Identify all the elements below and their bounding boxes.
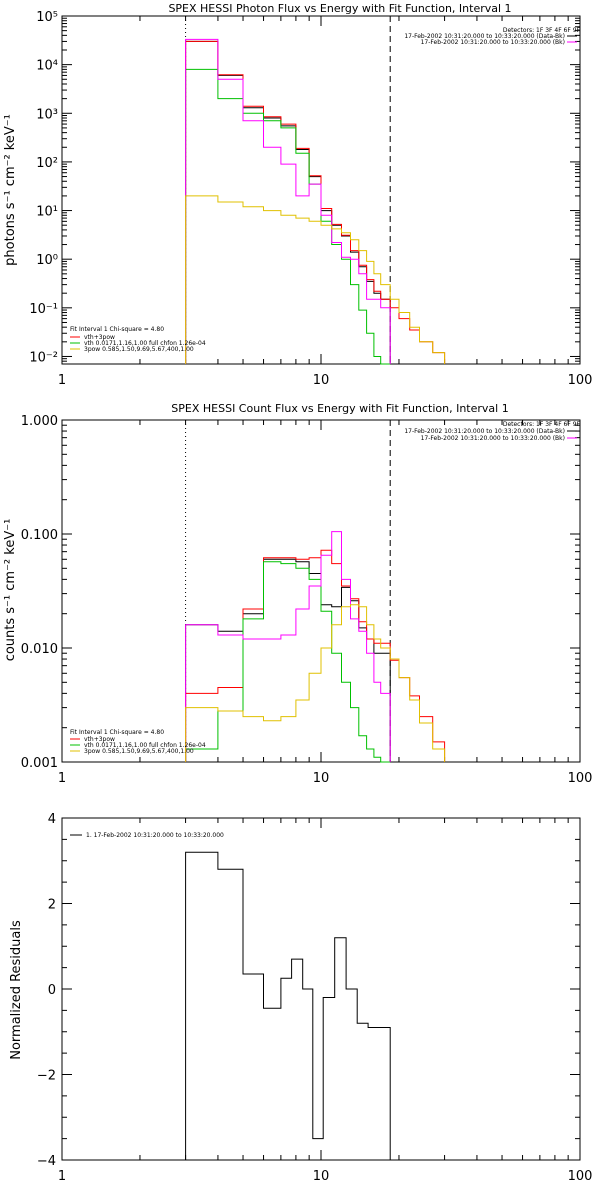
count-legend-top: Detectors: 1F 3F 4F 6F 9F 17-Feb-2002 10…	[404, 421, 580, 442]
count-series-0-line	[185, 558, 391, 762]
photon-series-0-line	[185, 40, 391, 364]
photon-legend-fit-interval: Fit Interval 1 Chi-square = 4.80	[70, 326, 164, 333]
residuals-y-tick-label: 0	[48, 983, 56, 998]
residuals-series-0-line	[185, 851, 391, 1160]
photon-series-2-line	[185, 68, 391, 365]
count-axis-ticks: 1 10 100 0.001 0.010 0.100 1.000	[21, 414, 593, 786]
count-series-4-line	[185, 604, 446, 762]
count-legend-data-bk: 17-Feb-2002 10:31:20.000 to 10:33:20.000…	[404, 428, 565, 435]
residuals-y-tick-label: −2	[37, 1069, 56, 1084]
count-flux-panel: SPEX HESSI Count Flux vs Energy with Fit…	[3, 402, 592, 786]
residuals-axes-box	[61, 817, 581, 1161]
count-legend-vth: vth 0.0171,1.16,1.00 full chfon 1.26e-04	[84, 742, 206, 749]
count-legend-total: vth+3pow	[84, 736, 115, 743]
photon-legend-bk: 17-Feb-2002 10:31:20.000 to 10:33:20.000…	[421, 39, 565, 46]
count-legend-fit-interval: Fit Interval 1 Chi-square = 4.80	[70, 729, 164, 736]
count-series-group	[185, 531, 446, 763]
count-series-3-line	[185, 531, 391, 762]
photon-fit-range-markers	[185, 16, 391, 364]
residuals-plot-frame	[61, 817, 581, 1161]
residuals-y-tick-label: 2	[48, 898, 56, 913]
residuals-x-tick-label: 1	[58, 1169, 66, 1184]
photon-y-tick-label: 10⁻¹	[29, 302, 58, 317]
photon-y-tick-label: 10⁵	[36, 10, 58, 25]
photon-chart-title: SPEX HESSI Photon Flux vs Energy with Fi…	[168, 2, 511, 15]
count-x-tick-label: 100	[568, 771, 593, 786]
photon-series-group	[185, 38, 446, 365]
photon-y-tick-label: 10¹	[36, 205, 58, 220]
residuals-panel: Normalized Residuals 1 10 100 −4 −2 0 2 4 1. 17…	[9, 812, 592, 1184]
count-legend-3pow: 3pow 0.585,1.50,9.69,5.67,400,1.00	[84, 748, 194, 755]
count-legend-bk: 17-Feb-2002 10:31:20.000 to 10:33:20.000…	[421, 435, 565, 442]
photon-y-axis-label: photons s⁻¹ cm⁻² keV⁻¹	[3, 114, 18, 266]
photon-y-tick-label: 10⁴	[36, 59, 58, 74]
residuals-legend-label: 1. 17-Feb-2002 10:31:20.000 to 10:33:20.…	[86, 832, 224, 839]
photon-series-4-line	[185, 195, 446, 364]
photon-axis-ticks: 1 10 100 10⁻² 10⁻¹ 10⁰ 10¹ 10² 10³ 10⁴ 10⁵	[29, 10, 592, 388]
count-x-tick-label: 10	[313, 771, 330, 786]
photon-y-tick-label: 10⁻²	[29, 350, 58, 365]
residuals-y-tick-label: 4	[48, 812, 56, 827]
residuals-y-tick-label: −4	[37, 1154, 56, 1169]
residuals-series-group	[185, 851, 391, 1160]
count-series-2-line	[185, 561, 391, 763]
residuals-y-axis-label: Normalized Residuals	[9, 920, 24, 1060]
count-y-tick-label: 0.100	[21, 528, 58, 543]
count-x-tick-label: 1	[58, 771, 66, 786]
count-y-tick-label: 0.001	[21, 756, 58, 771]
photon-y-tick-label: 10⁰	[36, 253, 58, 268]
photon-legend-detectors: Detectors: 1F 3F 4F 6F 9F	[503, 27, 581, 34]
photon-x-tick-label: 10	[313, 373, 330, 388]
count-y-tick-label: 1.000	[21, 414, 58, 429]
photon-series-1-line	[185, 40, 446, 364]
count-legend-detectors: Detectors: 1F 3F 4F 6F 9F	[503, 421, 581, 428]
photon-legend-3pow: 3pow 0.585,1.50,9.69,5.67,400,1.00	[84, 346, 194, 353]
photon-x-tick-label: 1	[58, 373, 66, 388]
photon-series-3-line	[185, 38, 391, 364]
residuals-x-tick-label: 100	[568, 1169, 593, 1184]
count-chart-title: SPEX HESSI Count Flux vs Energy with Fit…	[171, 402, 508, 415]
count-legend-bottom: Fit Interval 1 Chi-square = 4.80 vth+3po…	[70, 729, 206, 755]
count-fit-range-markers	[185, 420, 391, 762]
residuals-x-tick-label: 10	[313, 1169, 330, 1184]
count-series-1-line	[185, 549, 446, 762]
residuals-axis-ticks: 1 10 100 −4 −2 0 2 4	[37, 812, 593, 1184]
photon-y-tick-label: 10³	[36, 107, 58, 122]
photon-legend-bottom: Fit Interval 1 Chi-square = 4.80 vth+3po…	[70, 326, 206, 353]
photon-flux-panel: SPEX HESSI Photon Flux vs Energy with Fi…	[3, 2, 592, 388]
count-y-axis-label: counts s⁻¹ cm⁻² keV⁻¹	[3, 519, 18, 662]
photon-x-tick-label: 100	[568, 373, 593, 388]
residuals-legend: 1. 17-Feb-2002 10:31:20.000 to 10:33:20.…	[70, 832, 224, 839]
photon-legend-top: Detectors: 1F 3F 4F 6F 9F 17-Feb-2002 10…	[404, 27, 580, 46]
photon-legend-vth: vth 0.0171,1.16,1.00 full chfon 1.26e-04	[84, 340, 206, 347]
count-y-tick-label: 0.010	[21, 642, 58, 657]
photon-legend-data-bk: 17-Feb-2002 10:31:20.000 to 10:33:20.000…	[404, 33, 565, 40]
photon-y-tick-label: 10²	[36, 156, 58, 171]
photon-legend-total: vth+3pow	[84, 334, 115, 341]
